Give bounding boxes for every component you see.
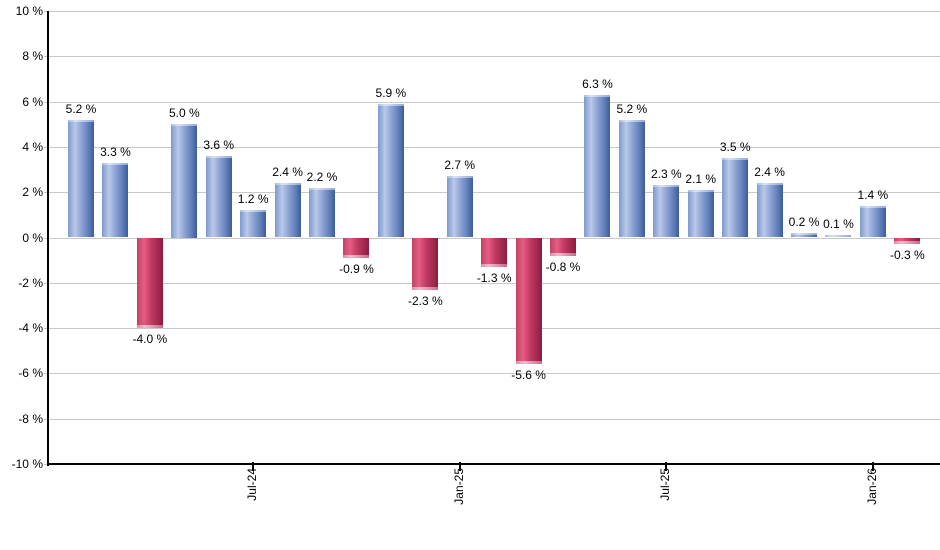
gridline	[44, 11, 940, 12]
x-axis-tick	[459, 462, 461, 471]
bar-value-label: 6.3 %	[582, 76, 613, 91]
bar-value-label: 2.1 %	[685, 171, 717, 186]
y-axis-label: 8 %	[22, 49, 43, 63]
y-axis-label: -10 %	[11, 457, 43, 471]
gridline	[44, 56, 940, 57]
bar-value-label: 2.4 %	[272, 165, 303, 180]
bar	[619, 119, 645, 238]
bar	[240, 210, 266, 238]
bar-value-label: -0.8 %	[545, 259, 581, 274]
bar	[791, 232, 817, 238]
bar	[343, 237, 369, 259]
bar-value-label: 3.6 %	[203, 137, 235, 152]
bar	[653, 185, 679, 238]
bar-value-label: 5.9 %	[375, 85, 407, 100]
y-axis-label: 6 %	[22, 95, 43, 109]
y-axis-line	[47, 11, 49, 466]
bar-value-label: 2.7 %	[444, 158, 476, 173]
bar	[894, 237, 920, 245]
x-axis-tick	[665, 462, 667, 471]
gridline	[44, 283, 940, 284]
bar	[447, 176, 473, 238]
bar	[722, 158, 748, 238]
bar	[412, 237, 438, 290]
y-axis-label: -4 %	[18, 321, 43, 335]
bar	[757, 183, 783, 238]
bar	[481, 237, 507, 268]
bar	[584, 94, 610, 238]
y-axis-label: -8 %	[18, 412, 43, 426]
bar-value-label: 3.5 %	[719, 140, 751, 155]
gridline	[44, 192, 940, 193]
bar-value-label: 2.4 %	[754, 165, 785, 180]
y-axis-label: -2 %	[18, 276, 43, 290]
gridline	[44, 102, 940, 103]
x-axis-label: Jul-25	[658, 468, 672, 501]
bar-value-label: 3.3 %	[100, 144, 131, 159]
bar	[860, 205, 886, 238]
bar	[688, 189, 714, 238]
y-axis-label: 0 %	[22, 231, 43, 245]
bar	[378, 103, 404, 238]
bar	[275, 183, 301, 238]
bar-value-label: -4.0 %	[132, 332, 168, 347]
bar-value-label: 5.2 %	[616, 101, 648, 116]
bar-value-label: -0.9 %	[339, 261, 374, 276]
bar	[171, 124, 197, 238]
gridline	[44, 147, 940, 148]
y-axis-label: 4 %	[22, 140, 43, 154]
bar-value-label: -0.3 %	[889, 248, 925, 263]
bar-value-label: -2.3 %	[407, 293, 443, 308]
bar-value-label: 1.2 %	[237, 192, 269, 207]
bar-value-label: 5.2 %	[65, 101, 97, 116]
y-axis-label: 2 %	[22, 185, 43, 199]
bar-value-label: 5.0 %	[168, 106, 200, 121]
x-axis-label: Jan-26	[865, 468, 879, 505]
bar-value-label: -1.3 %	[476, 270, 512, 285]
x-axis-label: Jan-25	[452, 468, 466, 505]
x-axis-line	[47, 463, 940, 465]
bar-value-label: 2.2 %	[306, 169, 338, 184]
bar	[825, 235, 851, 238]
bar-value-label: 2.3 %	[650, 167, 682, 182]
bar	[550, 237, 576, 256]
bar	[309, 187, 335, 238]
gridline	[44, 419, 940, 420]
gridline	[44, 328, 940, 329]
bar	[68, 119, 94, 238]
y-axis-label: -6 %	[18, 366, 43, 380]
bar-value-label: -5.6 %	[511, 368, 546, 383]
bar-value-label: 1.4 %	[857, 187, 889, 202]
x-axis-tick	[252, 462, 254, 471]
bar-value-label: 0.1 %	[823, 217, 854, 232]
x-axis-tick	[872, 462, 874, 471]
x-axis-label: Jul-24	[245, 468, 259, 501]
gridline	[44, 373, 940, 374]
bar	[102, 162, 128, 238]
bar	[137, 237, 163, 329]
bar	[516, 237, 542, 365]
bar-value-label: 0.2 %	[788, 214, 820, 229]
y-axis-label: 10 %	[15, 4, 43, 18]
bar	[206, 155, 232, 238]
